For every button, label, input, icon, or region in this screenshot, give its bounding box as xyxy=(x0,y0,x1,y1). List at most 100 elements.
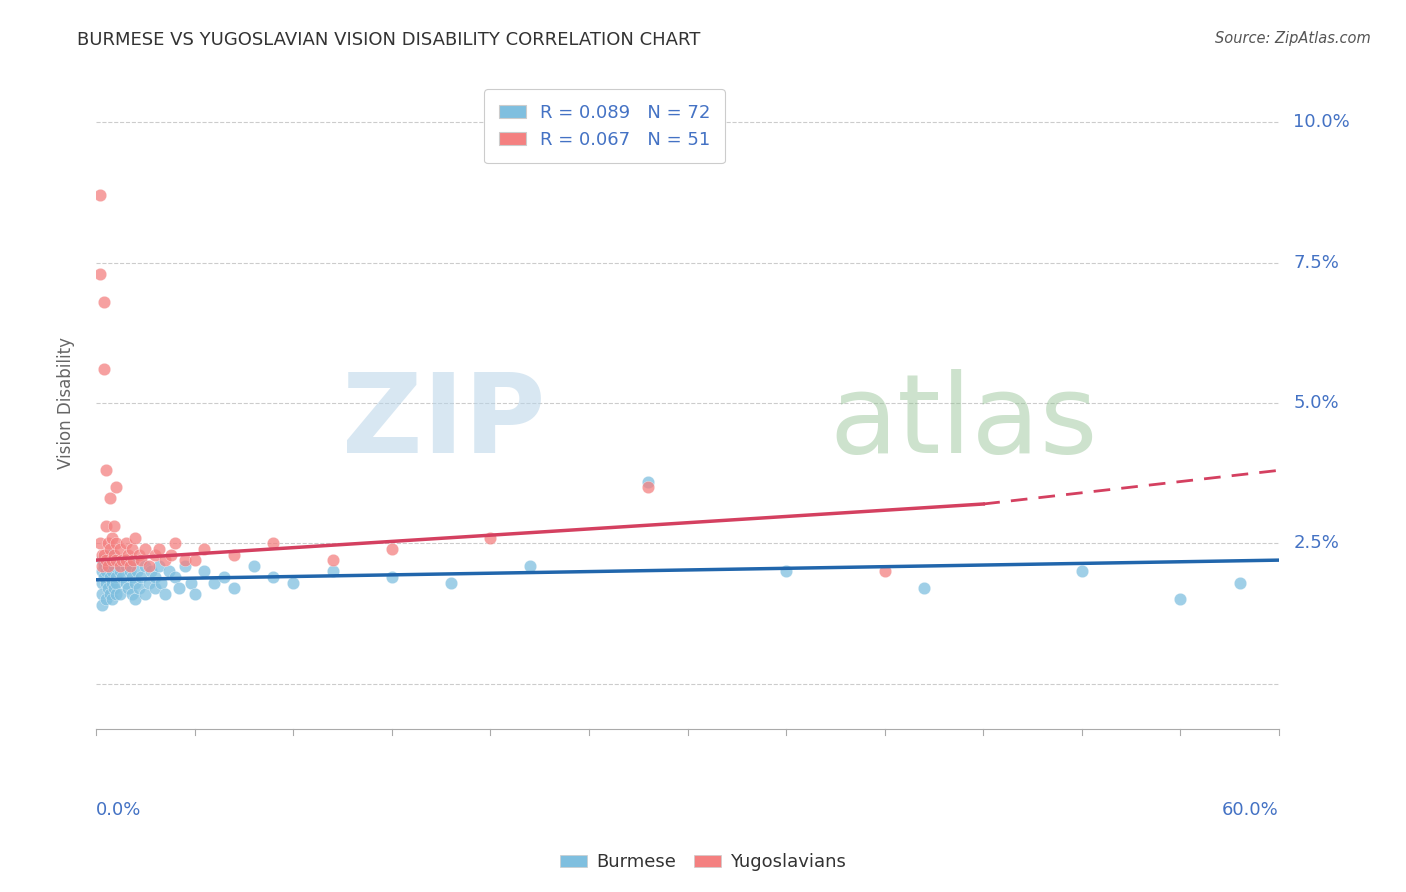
Point xyxy=(122,553,145,567)
Point xyxy=(103,581,125,595)
Text: Source: ZipAtlas.com: Source: ZipAtlas.com xyxy=(1215,31,1371,46)
Point xyxy=(262,570,284,584)
Point xyxy=(117,548,139,562)
Text: 7.5%: 7.5% xyxy=(1294,253,1339,272)
Point xyxy=(1229,575,1251,590)
Point xyxy=(121,570,143,584)
Point xyxy=(108,587,131,601)
Point xyxy=(90,587,112,601)
Point xyxy=(104,587,127,601)
Y-axis label: Vision Disability: Vision Disability xyxy=(58,337,75,469)
Point xyxy=(148,558,170,573)
Point xyxy=(124,592,146,607)
Point xyxy=(262,536,284,550)
Point xyxy=(1070,565,1092,579)
Point xyxy=(103,558,125,573)
Point xyxy=(98,491,121,506)
Point xyxy=(104,570,127,584)
Point xyxy=(114,536,136,550)
Point xyxy=(143,548,166,562)
Point xyxy=(101,553,124,567)
Point xyxy=(183,587,205,601)
Point xyxy=(193,541,215,556)
Point xyxy=(283,575,305,590)
Point xyxy=(104,553,127,567)
Point xyxy=(322,553,344,567)
Point xyxy=(148,541,170,556)
Point xyxy=(104,575,127,590)
Point xyxy=(94,592,117,607)
Point xyxy=(89,267,111,281)
Point xyxy=(90,553,112,567)
Point xyxy=(202,575,225,590)
Point xyxy=(108,541,131,556)
Point xyxy=(114,575,136,590)
Point xyxy=(150,575,173,590)
Point xyxy=(322,565,344,579)
Point xyxy=(101,531,124,545)
Point xyxy=(122,553,145,567)
Point xyxy=(124,575,146,590)
Point xyxy=(134,558,156,573)
Point xyxy=(90,548,112,562)
Point xyxy=(873,565,896,579)
Point xyxy=(111,553,134,567)
Text: BURMESE VS YUGOSLAVIAN VISION DISABILITY CORRELATION CHART: BURMESE VS YUGOSLAVIAN VISION DISABILITY… xyxy=(77,31,700,49)
Point xyxy=(479,531,502,545)
Point xyxy=(98,587,121,601)
Point xyxy=(163,570,186,584)
Legend: R = 0.089   N = 72, R = 0.067   N = 51: R = 0.089 N = 72, R = 0.067 N = 51 xyxy=(484,89,725,163)
Text: 5.0%: 5.0% xyxy=(1294,394,1339,412)
Point xyxy=(212,570,235,584)
Point xyxy=(89,188,111,202)
Point xyxy=(775,565,797,579)
Point xyxy=(222,581,245,595)
Text: 0.0%: 0.0% xyxy=(96,802,142,820)
Point xyxy=(381,570,404,584)
Point xyxy=(114,553,136,567)
Point xyxy=(134,587,156,601)
Text: 2.5%: 2.5% xyxy=(1294,534,1339,552)
Point xyxy=(128,581,150,595)
Point xyxy=(90,558,112,573)
Point xyxy=(163,536,186,550)
Point xyxy=(173,558,195,573)
Point xyxy=(117,581,139,595)
Point xyxy=(127,565,149,579)
Point xyxy=(167,581,190,595)
Point xyxy=(114,558,136,573)
Point xyxy=(98,548,121,562)
Text: atlas: atlas xyxy=(830,369,1098,476)
Point xyxy=(143,581,166,595)
Point xyxy=(97,581,120,595)
Point xyxy=(138,575,160,590)
Point xyxy=(108,558,131,573)
Point xyxy=(222,548,245,562)
Point xyxy=(103,519,125,533)
Point xyxy=(637,480,659,494)
Point xyxy=(93,570,115,584)
Point xyxy=(138,558,160,573)
Point xyxy=(103,548,125,562)
Point xyxy=(94,519,117,533)
Point xyxy=(121,587,143,601)
Point xyxy=(141,565,163,579)
Point xyxy=(131,553,153,567)
Point xyxy=(93,548,115,562)
Point xyxy=(381,541,404,556)
Point xyxy=(173,553,195,567)
Point xyxy=(93,362,115,376)
Point xyxy=(131,570,153,584)
Legend: Burmese, Yugoslavians: Burmese, Yugoslavians xyxy=(553,847,853,879)
Point xyxy=(118,558,141,573)
Point xyxy=(104,536,127,550)
Point xyxy=(153,587,176,601)
Point xyxy=(111,553,134,567)
Point xyxy=(242,558,264,573)
Point xyxy=(134,541,156,556)
Point xyxy=(101,575,124,590)
Point xyxy=(97,558,120,573)
Point xyxy=(94,565,117,579)
Point xyxy=(98,570,121,584)
Point xyxy=(104,553,127,567)
